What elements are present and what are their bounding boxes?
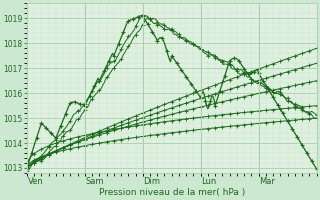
X-axis label: Pression niveau de la mer( hPa ): Pression niveau de la mer( hPa )	[99, 188, 245, 197]
